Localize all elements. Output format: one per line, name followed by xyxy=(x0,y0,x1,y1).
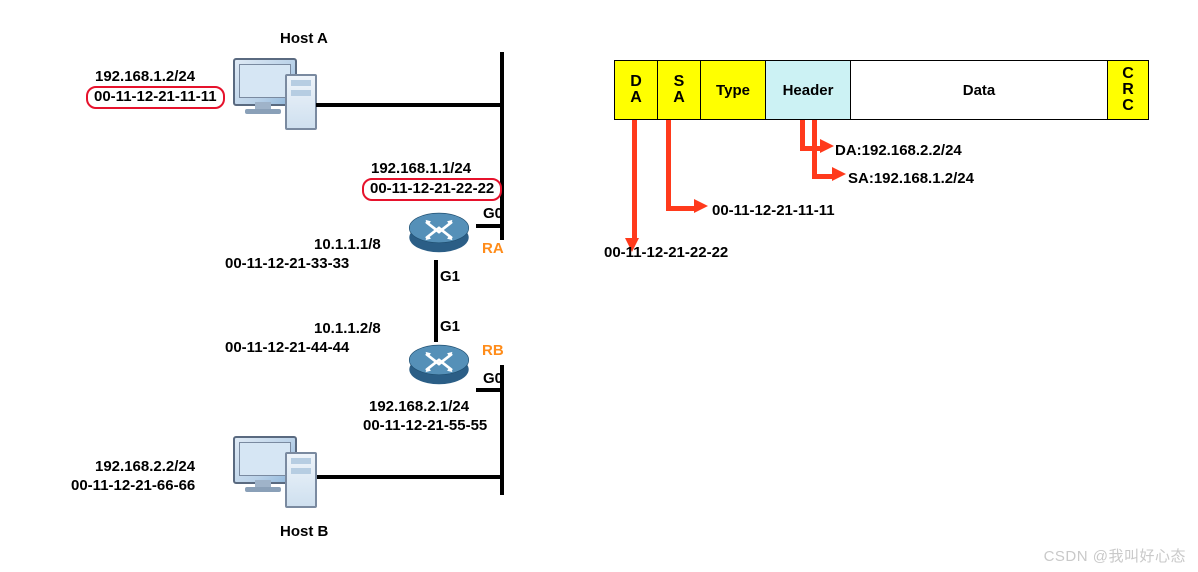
ra-g0-ip: 192.168.1.1/24 xyxy=(371,160,471,177)
ra-label: RA xyxy=(482,240,504,257)
ra-g1-mac: 00-11-12-21-33-33 xyxy=(225,255,349,272)
arrow-hdr-sa-v xyxy=(812,120,817,178)
watermark: CSDN @我叫好心态 xyxy=(1044,545,1186,566)
bus-bottom xyxy=(500,365,504,495)
rb-g0-mac: 00-11-12-21-55-55 xyxy=(363,417,487,434)
rb-g0-ip: 192.168.2.1/24 xyxy=(369,398,469,415)
arrow-hdr-sa-head xyxy=(832,167,846,181)
arrow-sa-h xyxy=(666,206,694,211)
frame-cell-sa: SA xyxy=(658,61,701,119)
rb-g1-ip: 10.1.1.2/8 xyxy=(314,320,381,337)
ra-g0-mac: 00-11-12-21-22-22 xyxy=(370,180,494,197)
host-b-title: Host B xyxy=(280,523,328,540)
host-b-link xyxy=(316,475,500,479)
annotation-sa-mac: 00-11-12-21-11-11 xyxy=(712,202,835,219)
ra-g0-port: G0 xyxy=(483,205,503,222)
host-a-ip: 192.168.1.2/24 xyxy=(95,68,195,85)
arrow-hdr-sa-h xyxy=(812,174,832,179)
annotation-hdr-da: DA:192.168.2.2/24 xyxy=(835,142,962,159)
rb-g1-port: G1 xyxy=(440,318,460,335)
ra-g1-port: G1 xyxy=(440,268,460,285)
rb-g1-mac: 00-11-12-21-44-44 xyxy=(225,339,349,356)
arrow-da-shaft xyxy=(632,120,637,238)
router-rb-icon xyxy=(404,337,474,391)
host-a-mac: 00-11-12-21-11-11 xyxy=(94,88,217,105)
arrow-hdr-da-h xyxy=(800,146,820,151)
host-b-mac: 00-11-12-21-66-66 xyxy=(71,477,195,494)
rb-label: RB xyxy=(482,342,504,359)
arrow-sa-head xyxy=(694,199,708,213)
host-b-icon xyxy=(225,436,315,516)
ra-g0-link xyxy=(476,224,500,228)
frame-cell-header: Header xyxy=(766,61,851,119)
router-ra-icon xyxy=(404,205,474,259)
rb-g0-link xyxy=(476,388,500,392)
ethernet-frame: DA SA Type Header Data CRC xyxy=(614,60,1149,120)
ra-g0-mac-highlight: 00-11-12-21-22-22 xyxy=(362,178,502,201)
arrow-hdr-da-head xyxy=(820,139,834,153)
host-b-ip: 192.168.2.2/24 xyxy=(95,458,195,475)
annotation-hdr-sa: SA:192.168.1.2/24 xyxy=(848,170,974,187)
host-a-title: Host A xyxy=(280,30,328,47)
arrow-sa-v xyxy=(666,120,671,210)
host-a-mac-highlight: 00-11-12-21-11-11 xyxy=(86,86,225,109)
frame-cell-crc: CRC xyxy=(1108,61,1148,119)
ra-g1-ip: 10.1.1.1/8 xyxy=(314,236,381,253)
frame-cell-data: Data xyxy=(851,61,1108,119)
frame-cell-type: Type xyxy=(701,61,766,119)
host-a-icon xyxy=(225,58,315,138)
host-a-link xyxy=(316,103,500,107)
inter-router-link xyxy=(434,260,438,342)
frame-cell-da: DA xyxy=(615,61,658,119)
annotation-da-mac: 00-11-12-21-22-22 xyxy=(604,244,728,261)
